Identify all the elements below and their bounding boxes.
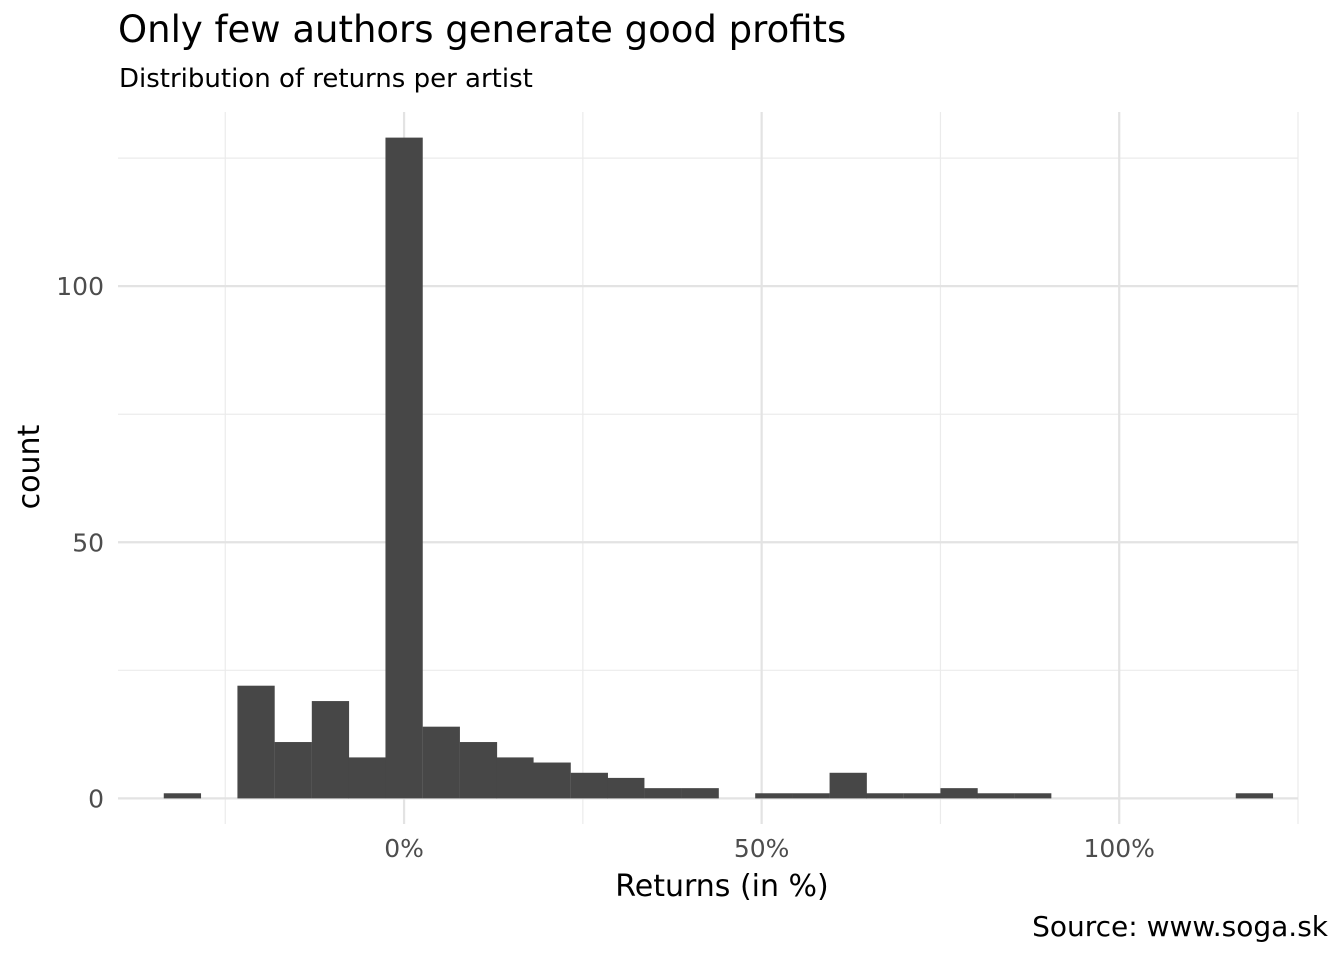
y-axis-tick-labels: 0 50 100 (56, 272, 104, 813)
y-tick-label: 100 (56, 272, 104, 301)
histogram-bar (311, 701, 350, 799)
x-tick-label: 50% (734, 834, 790, 863)
x-axis-tick-labels: 0% 50% 100% (384, 834, 1155, 863)
histogram-bar (385, 137, 423, 799)
histogram-bar (570, 772, 608, 799)
histogram-bar (607, 777, 645, 799)
chart-subtitle: Distribution of returns per artist (119, 64, 533, 94)
histogram-bar (792, 793, 830, 799)
x-axis-title: Returns (in %) (615, 869, 829, 904)
histogram-bar (237, 685, 275, 799)
histogram-bar (459, 742, 498, 799)
y-tick-label: 50 (72, 528, 104, 557)
histogram-bar (496, 757, 534, 799)
histogram-bar (903, 793, 941, 799)
major-gridlines (118, 112, 1298, 824)
minor-gridlines (118, 112, 1299, 824)
histogram-bar (163, 793, 202, 799)
histogram-bars (163, 137, 1274, 799)
chart-title: Only few authors generate good profits (118, 8, 847, 51)
histogram-bar (976, 793, 1015, 799)
histogram-bar (681, 788, 719, 799)
histogram-bar (348, 757, 386, 799)
x-tick-label: 0% (384, 834, 424, 863)
y-tick-label: 0 (88, 784, 104, 813)
histogram-bar (866, 793, 904, 799)
histogram-bar (533, 762, 571, 799)
chart-caption: Source: www.soga.sk (1032, 910, 1328, 943)
histogram-bar (829, 772, 867, 799)
histogram-bar (274, 742, 312, 799)
x-tick-label: 100% (1083, 834, 1154, 863)
histogram-bar (755, 793, 793, 799)
histogram-bar (940, 788, 978, 799)
histogram-bar (422, 726, 460, 799)
histogram-bar (644, 788, 682, 799)
y-axis-title: count (12, 424, 47, 509)
histogram-bar (1235, 793, 1274, 799)
histogram-bar (1014, 793, 1052, 799)
